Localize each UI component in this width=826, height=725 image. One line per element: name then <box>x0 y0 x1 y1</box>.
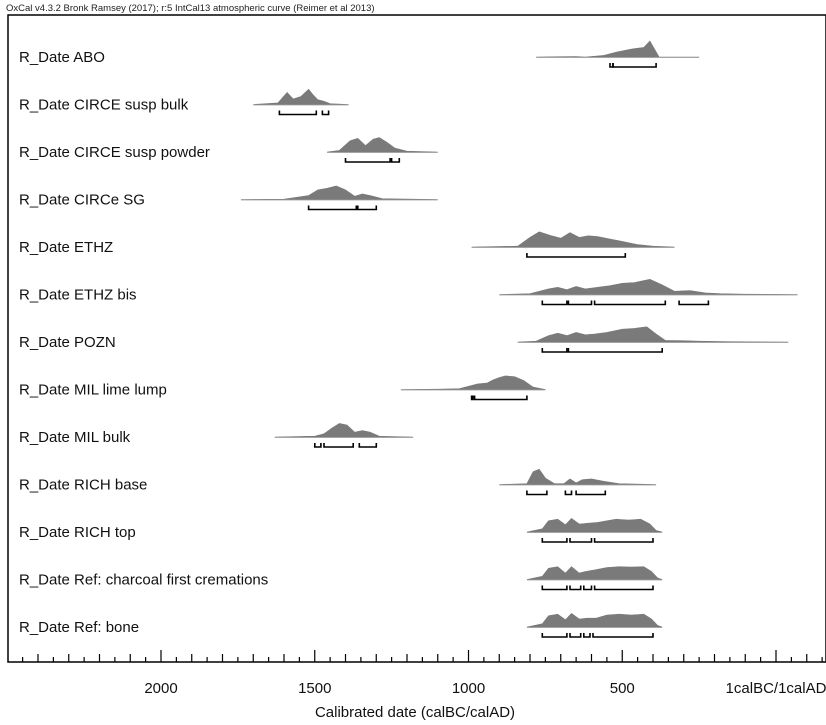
probability-distribution <box>240 185 438 200</box>
date-row: R_Date Ref: charcoal first cremations <box>19 566 663 591</box>
hpd-range-bracket <box>567 300 593 306</box>
date-row: R_Date MIL lime lump <box>19 375 546 401</box>
probability-distribution <box>400 375 546 390</box>
hpd-range-bracket <box>323 443 354 448</box>
hpd-range-bracket <box>567 348 663 353</box>
probability-distribution <box>526 518 663 533</box>
probability-distribution <box>536 40 700 58</box>
distribution-rows: R_Date ABO R_Date CIRCE susp bulk R_Date C… <box>19 40 798 638</box>
row-label: R_Date POZN <box>19 334 116 351</box>
hpd-range-bracket <box>541 585 568 591</box>
plot-frame <box>7 14 826 663</box>
x-tick-label: 1000 <box>452 680 485 697</box>
hpd-range-bracket <box>307 205 358 211</box>
probability-distribution <box>526 566 663 580</box>
date-row: R_Date RICH base <box>19 468 657 496</box>
hpd-range-bracket <box>569 633 582 638</box>
x-tick-label: 2000 <box>144 680 177 697</box>
row-label: R_Date ABO <box>19 49 105 66</box>
hpd-range-bracket <box>314 443 322 448</box>
x-axis: 2000 1500 1000 500 1calBC/1calAD <box>22 650 826 697</box>
row-label: R_Date ETHZ <box>19 239 113 256</box>
date-row: R_Date Ref: bone <box>19 613 663 638</box>
date-row: R_Date ETHZ bis <box>19 278 798 306</box>
hpd-range-bracket <box>344 158 391 163</box>
hpd-range-bracket <box>390 158 401 163</box>
hpd-range-bracket <box>569 538 593 543</box>
date-row: R_Date ABO <box>19 40 700 68</box>
hpd-range-bracket <box>583 633 591 638</box>
hpd-range-bracket <box>593 300 667 306</box>
hpd-range-bracket <box>357 205 378 211</box>
probability-distribution <box>526 613 663 628</box>
hpd-range-bracket <box>575 490 607 496</box>
probability-distribution <box>517 326 789 343</box>
hpd-range-bracket <box>473 395 528 401</box>
oxcal-header: OxCal v4.3.2 Bronk Ramsey (2017); r:5 In… <box>6 3 375 14</box>
date-row: R_Date ETHZ <box>19 231 675 258</box>
hpd-range-bracket <box>593 538 654 543</box>
x-tick-label: 1calBC/1calAD <box>726 680 826 697</box>
hpd-range-bracket <box>278 110 318 116</box>
hpd-range-bracket <box>678 300 710 306</box>
row-label: R_Date ETHZ bis <box>19 287 137 304</box>
probability-distribution <box>471 231 675 248</box>
probability-distribution <box>499 468 657 485</box>
date-row: R_Date RICH top <box>19 518 663 543</box>
hpd-range-bracket <box>541 300 568 306</box>
x-axis-title: Calibrated date (calBC/calAD) <box>315 704 515 721</box>
hpd-range-bracket <box>358 443 378 448</box>
hpd-range-bracket <box>569 585 582 591</box>
hpd-range-bracket <box>470 395 474 401</box>
hpd-range-bracket <box>541 348 568 353</box>
row-label: R_Date CIRCE susp bulk <box>19 97 189 114</box>
probability-distribution <box>274 423 414 438</box>
hpd-range-bracket <box>583 585 593 591</box>
row-label: R_Date MIL bulk <box>19 429 131 446</box>
date-row: R_Date POZN <box>19 326 789 353</box>
hpd-range-bracket <box>526 490 548 496</box>
row-label: R_Date RICH base <box>19 477 147 494</box>
plot-border <box>7 14 826 663</box>
row-label: R_Date CIRCe SG <box>19 192 145 209</box>
hpd-range-bracket <box>593 585 654 591</box>
hpd-range-bracket <box>592 633 654 638</box>
hpd-range-bracket <box>541 633 568 638</box>
hpd-range-bracket <box>541 538 568 543</box>
hpd-range-bracket <box>321 110 330 116</box>
x-tick-label: 500 <box>610 680 635 697</box>
probability-distribution <box>253 88 349 105</box>
hpd-range-bracket <box>564 490 573 496</box>
date-row: R_Date CIRCE susp powder <box>19 137 438 163</box>
row-label: R_Date CIRCE susp powder <box>19 144 210 161</box>
probability-distribution <box>327 137 438 153</box>
row-label: R_Date RICH top <box>19 524 136 541</box>
row-label: R_Date Ref: bone <box>19 619 139 636</box>
hpd-range-bracket <box>612 63 657 68</box>
date-row: R_Date CIRCE susp bulk <box>19 88 349 116</box>
row-label: R_Date Ref: charcoal first cremations <box>19 572 268 589</box>
date-row: R_Date CIRCe SG <box>19 185 438 211</box>
date-row: R_Date MIL bulk <box>19 423 414 448</box>
x-tick-label: 1500 <box>298 680 331 697</box>
row-label: R_Date MIL lime lump <box>19 382 167 399</box>
probability-distribution <box>499 278 798 295</box>
hpd-range-bracket <box>526 253 627 258</box>
